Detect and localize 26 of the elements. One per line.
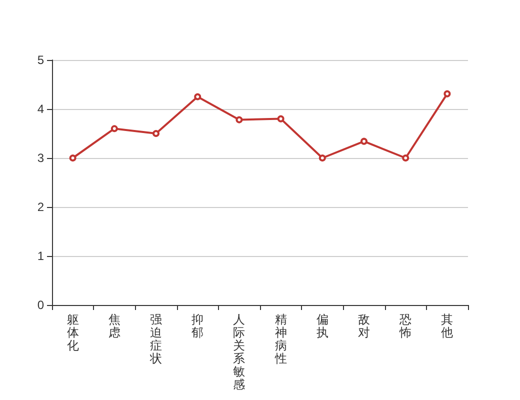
y-tick-label: 2: [37, 200, 44, 214]
x-tick-label: 精神病性: [274, 312, 287, 366]
x-tick-label: 其他: [441, 312, 454, 340]
x-tick-label: 强迫症状: [149, 312, 162, 366]
y-tick-label: 5: [37, 53, 44, 67]
x-tick-label: 敌对: [358, 312, 370, 340]
point: [152, 130, 160, 137]
x-tick-label: 躯体化: [66, 312, 79, 352]
point: [277, 115, 284, 122]
y-tick-label: 4: [37, 102, 44, 116]
point: [402, 154, 410, 162]
x-tick-label: 焦虑: [108, 312, 120, 340]
point: [110, 125, 118, 132]
point: [236, 116, 243, 124]
y-tick-label: 3: [37, 151, 44, 165]
point: [69, 154, 76, 162]
x-tick-label: 恐怖: [398, 312, 412, 340]
y-tick-label: 1: [37, 249, 44, 263]
point: [360, 138, 368, 145]
x-tick-label: 人际关系敏感: [233, 312, 246, 392]
point: [444, 90, 451, 98]
x-tick-label: 抑郁: [192, 312, 204, 340]
x-tick-label: 偏执: [316, 312, 328, 340]
y-tick-label: 0: [37, 298, 44, 312]
point: [194, 93, 202, 100]
point: [318, 154, 326, 162]
